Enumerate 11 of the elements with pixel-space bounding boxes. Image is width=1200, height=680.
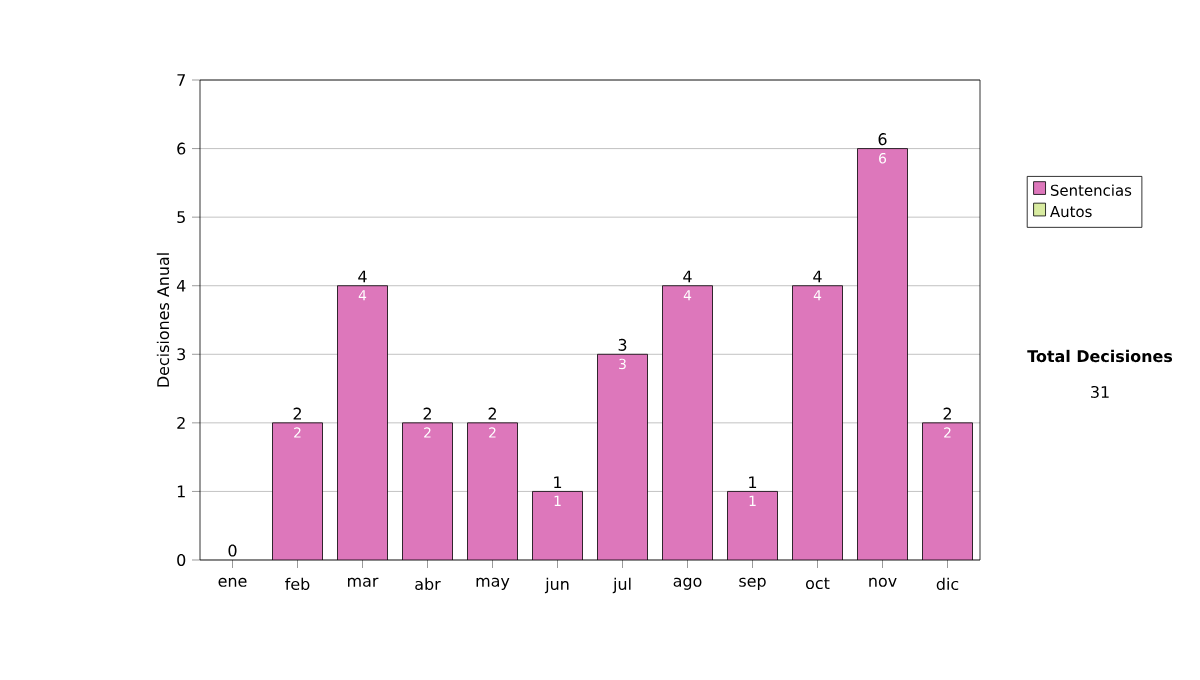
bar bbox=[792, 285, 843, 560]
bar bbox=[402, 422, 453, 560]
bar bbox=[857, 148, 908, 560]
bar bbox=[662, 285, 713, 560]
bar bbox=[922, 422, 973, 560]
bar bbox=[337, 285, 388, 560]
bar bbox=[727, 491, 778, 560]
bar bbox=[272, 422, 323, 560]
bar bbox=[532, 491, 583, 560]
bar bbox=[467, 422, 518, 560]
bar bbox=[597, 354, 648, 560]
